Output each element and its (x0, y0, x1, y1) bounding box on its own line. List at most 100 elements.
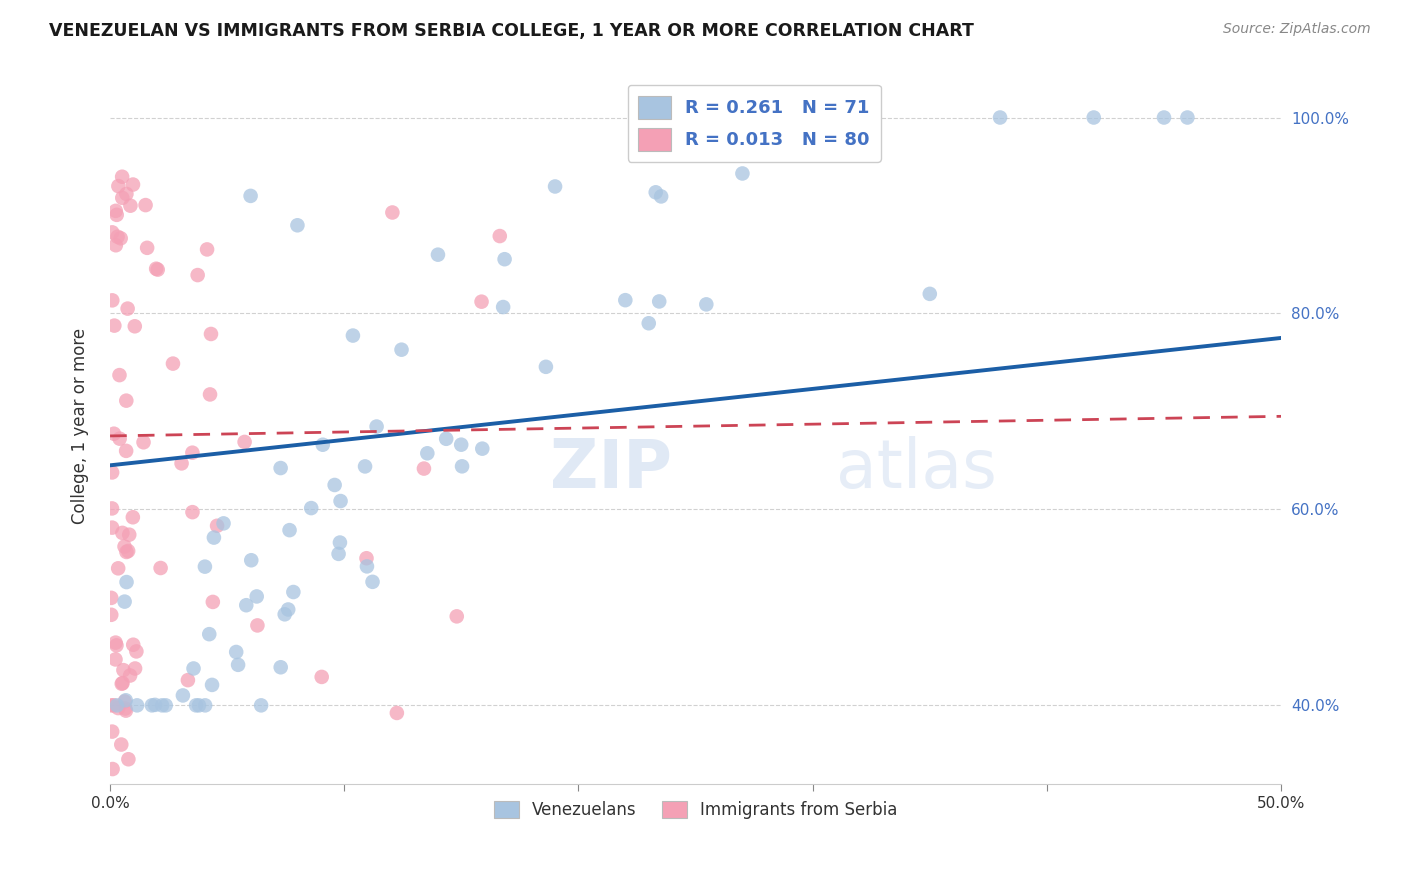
Point (731, 166, 754, 180)
Point (124, 661, 146, 675)
Point (239, 189, 262, 203)
Point (181, 446, 204, 460)
Point (117, 544, 139, 558)
Point (212, 516, 235, 531)
Point (270, 660, 292, 674)
Point (115, 704, 138, 718)
Text: atlas: atlas (837, 436, 997, 502)
Point (117, 301, 139, 316)
Point (101, 521, 124, 535)
Point (644, 186, 666, 200)
Point (100, 591, 122, 605)
Point (101, 226, 124, 240)
Point (391, 343, 413, 357)
Point (141, 698, 163, 713)
Point (103, 426, 125, 441)
Point (200, 326, 222, 341)
Point (114, 540, 136, 554)
Point (146, 262, 169, 277)
Point (124, 319, 146, 334)
Point (100, 698, 122, 713)
Point (544, 179, 567, 194)
Point (110, 738, 132, 752)
Point (361, 574, 384, 589)
Point (162, 357, 184, 371)
Point (201, 595, 224, 609)
Point (1153, 111, 1175, 125)
Point (145, 261, 167, 276)
Point (100, 607, 122, 622)
Point (135, 198, 157, 212)
Point (312, 438, 335, 452)
Point (434, 432, 457, 446)
Point (426, 248, 449, 262)
Point (988, 111, 1011, 125)
Point (198, 387, 221, 401)
Point (103, 698, 125, 713)
Point (172, 689, 194, 703)
Point (366, 419, 388, 434)
Point (184, 698, 207, 713)
Point (132, 435, 155, 450)
Point (120, 668, 142, 682)
Point (650, 189, 672, 203)
Point (323, 478, 346, 492)
Point (283, 585, 305, 599)
Point (115, 186, 138, 201)
Point (494, 252, 516, 267)
Point (782, 111, 804, 125)
Y-axis label: College, 1 year or more: College, 1 year or more (72, 328, 89, 524)
Point (270, 461, 292, 475)
Point (648, 294, 671, 309)
Point (277, 602, 299, 616)
Point (194, 698, 217, 713)
Point (101, 501, 124, 516)
Point (115, 443, 138, 458)
Point (278, 523, 301, 537)
Point (446, 609, 468, 624)
Point (104, 203, 127, 218)
Point (118, 527, 141, 541)
Text: Source: ZipAtlas.com: Source: ZipAtlas.com (1223, 22, 1371, 37)
Point (273, 607, 295, 622)
Point (801, 111, 824, 125)
Point (114, 694, 136, 708)
Point (328, 547, 350, 561)
Point (233, 434, 256, 449)
Point (143, 698, 166, 712)
Point (122, 638, 145, 652)
Point (105, 208, 128, 222)
Point (104, 652, 127, 666)
Point (1083, 111, 1105, 125)
Point (110, 231, 132, 245)
Point (125, 644, 148, 658)
Text: ZIP: ZIP (550, 436, 672, 502)
Legend: Venezuelans, Immigrants from Serbia: Venezuelans, Immigrants from Serbia (486, 794, 904, 825)
Point (111, 525, 134, 540)
Point (107, 701, 129, 715)
Point (329, 535, 352, 549)
Point (205, 518, 228, 533)
Point (488, 229, 510, 244)
Point (111, 677, 134, 691)
Point (103, 318, 125, 333)
Point (246, 590, 269, 604)
Point (108, 432, 131, 446)
Point (114, 701, 136, 715)
Point (194, 559, 217, 574)
Point (240, 553, 263, 567)
Point (614, 293, 637, 308)
Point (450, 438, 472, 452)
Point (108, 368, 131, 383)
Point (534, 359, 557, 374)
Point (121, 510, 143, 524)
Point (695, 297, 717, 311)
Point (117, 752, 139, 766)
Point (195, 243, 218, 257)
Point (202, 531, 225, 545)
Point (150, 698, 173, 713)
Point (354, 459, 377, 474)
Point (225, 645, 247, 659)
Point (105, 698, 128, 713)
Text: VENEZUELAN VS IMMIGRANTS FROM SERBIA COLLEGE, 1 YEAR OR MORE CORRELATION CHART: VENEZUELAN VS IMMIGRANTS FROM SERBIA COL… (49, 22, 974, 40)
